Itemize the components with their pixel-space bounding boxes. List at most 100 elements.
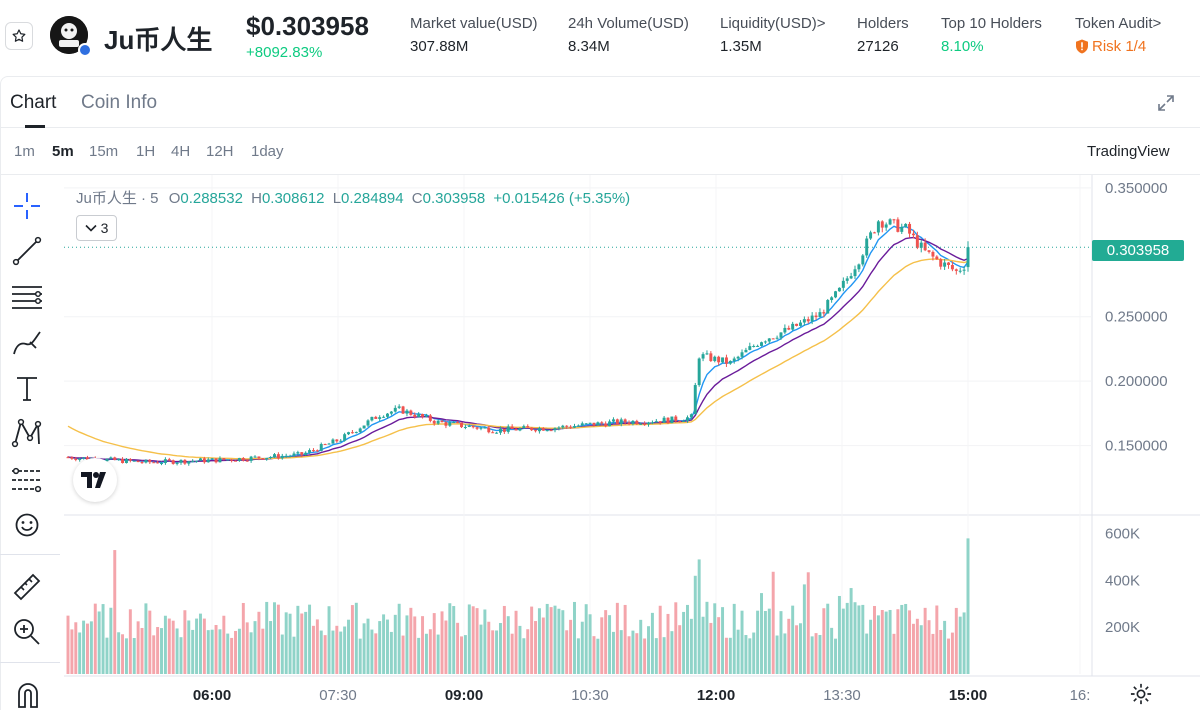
interval-12h[interactable]: 12H bbox=[206, 143, 234, 160]
candle-body bbox=[709, 353, 713, 362]
interval-5m[interactable]: 5m bbox=[52, 143, 74, 160]
candle-body bbox=[654, 421, 658, 423]
emoji-icon[interactable] bbox=[14, 512, 40, 538]
volume-bar bbox=[74, 622, 78, 674]
candle-body bbox=[678, 421, 682, 423]
interval-1h[interactable]: 1H bbox=[136, 143, 156, 160]
candle-body bbox=[331, 439, 335, 444]
favorite-button[interactable] bbox=[5, 22, 33, 50]
pattern-icon[interactable] bbox=[11, 418, 43, 448]
tradingview-logo[interactable] bbox=[73, 458, 117, 502]
volume-bar bbox=[580, 621, 584, 674]
volume-bar bbox=[124, 638, 128, 674]
volume-bar bbox=[861, 604, 865, 674]
candle-body bbox=[273, 454, 276, 457]
candle-body bbox=[744, 349, 748, 353]
volume-bar bbox=[896, 609, 900, 674]
stat-label[interactable]: Token Audit> bbox=[1075, 15, 1162, 32]
indicator-count: 3 bbox=[100, 220, 109, 236]
indicator-collapse-button[interactable]: 3 bbox=[76, 215, 117, 241]
magnet-icon[interactable] bbox=[15, 680, 41, 708]
chain-badge-icon bbox=[78, 43, 92, 57]
volume-bar bbox=[686, 604, 689, 674]
candle-body bbox=[498, 428, 502, 433]
interval-1day[interactable]: 1day bbox=[251, 143, 284, 160]
volume-bar bbox=[654, 638, 658, 674]
candle-body bbox=[947, 262, 950, 265]
zoom-in-icon[interactable] bbox=[12, 617, 42, 647]
volume-bar bbox=[82, 620, 86, 674]
volume-bar bbox=[939, 629, 943, 674]
candle-body bbox=[826, 300, 830, 314]
volume-bar bbox=[397, 603, 401, 674]
volume-bar bbox=[615, 602, 619, 674]
brush-icon[interactable] bbox=[10, 328, 44, 358]
interval-15m[interactable]: 15m bbox=[89, 143, 119, 160]
candle-body bbox=[705, 353, 709, 355]
text-tool-icon[interactable] bbox=[14, 374, 40, 404]
candle-body bbox=[900, 226, 904, 232]
fib-icon[interactable] bbox=[10, 465, 44, 495]
stat-token-audit[interactable]: Token Audit> Risk 1/4 bbox=[1075, 15, 1161, 55]
tab-chart[interactable]: Chart bbox=[10, 92, 57, 113]
volume-bar bbox=[475, 608, 479, 674]
candle-body bbox=[795, 323, 799, 326]
candle-body bbox=[358, 428, 362, 432]
tradingview-label[interactable]: TradingView bbox=[1087, 143, 1170, 160]
candle-body bbox=[66, 457, 70, 459]
candle-body bbox=[343, 434, 347, 441]
candle-body bbox=[580, 423, 584, 426]
candle-body bbox=[553, 428, 557, 431]
ruler-icon[interactable] bbox=[11, 571, 43, 603]
volume-bar bbox=[950, 632, 954, 674]
candle-body bbox=[810, 315, 814, 322]
candle-body bbox=[911, 233, 915, 236]
candle-body bbox=[245, 460, 249, 462]
volume-bar bbox=[919, 625, 923, 674]
horizontal-lines-icon[interactable] bbox=[10, 282, 44, 312]
candle-body bbox=[456, 422, 460, 424]
volume-bar bbox=[491, 630, 495, 674]
volume-bar bbox=[682, 611, 686, 674]
settings-gear-icon[interactable] bbox=[1130, 683, 1152, 705]
expand-icon[interactable] bbox=[1156, 93, 1176, 113]
volume-bar bbox=[795, 625, 799, 674]
candle-body bbox=[198, 458, 202, 461]
volume-bar bbox=[767, 608, 771, 674]
volume-bar bbox=[273, 602, 276, 674]
candle-body bbox=[689, 414, 693, 418]
volume-bar bbox=[561, 610, 565, 674]
candle-body bbox=[366, 420, 370, 426]
volume-bar bbox=[736, 629, 740, 674]
candle-body bbox=[958, 270, 962, 272]
candle-body bbox=[713, 356, 717, 362]
trend-line-icon[interactable] bbox=[12, 236, 42, 266]
candle-body bbox=[623, 419, 627, 423]
candle-body bbox=[873, 232, 876, 234]
volume-bar bbox=[756, 610, 760, 674]
candle-body bbox=[261, 458, 265, 460]
candle-body bbox=[545, 430, 549, 432]
tab-coin-info[interactable]: Coin Info bbox=[81, 92, 158, 113]
volume-bar bbox=[78, 632, 82, 674]
candle-body bbox=[837, 287, 841, 292]
volume-bar bbox=[853, 602, 857, 674]
stat-liquidity[interactable]: Liquidity(USD)> 1.35M bbox=[720, 15, 825, 55]
interval-1m[interactable]: 1m bbox=[14, 143, 35, 160]
volume-bar bbox=[89, 621, 93, 674]
volume-bar bbox=[444, 620, 448, 674]
crosshair-icon[interactable] bbox=[12, 191, 42, 221]
interval-4h[interactable]: 4H bbox=[171, 143, 191, 160]
candle-body bbox=[541, 428, 545, 431]
token-name: Ju币人生 bbox=[104, 25, 213, 55]
volume-bar bbox=[366, 618, 370, 674]
candle-body bbox=[962, 269, 966, 271]
stat-label[interactable]: Liquidity(USD)> bbox=[720, 15, 826, 32]
stat-value: 1.35M bbox=[720, 38, 762, 55]
time-tick-label: 09:00 bbox=[445, 687, 483, 704]
ma-slow-line bbox=[67, 258, 969, 460]
volume-bar bbox=[237, 628, 241, 674]
candle-body bbox=[354, 431, 358, 433]
volume-bar bbox=[214, 625, 218, 674]
